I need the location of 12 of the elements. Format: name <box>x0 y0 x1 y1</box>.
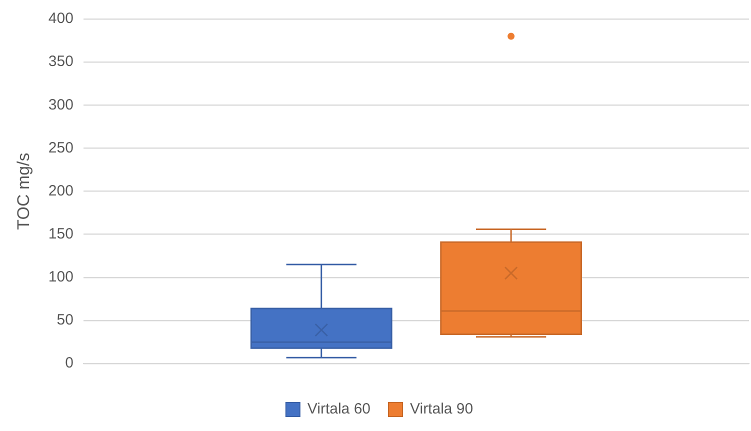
y-tick-label: 400 <box>48 10 74 28</box>
y-tick-label: 350 <box>48 53 74 70</box>
y-tick-label: 200 <box>48 182 74 200</box>
y-tick-label: 50 <box>56 312 74 329</box>
legend-label: Virtala 90 <box>410 400 474 418</box>
legend-label: Virtala 60 <box>307 400 371 418</box>
y-tick-label: 300 <box>48 96 74 114</box>
y-tick-label: 0 <box>65 354 74 372</box>
y-tick-label: 250 <box>48 139 74 156</box>
y-axis-title: TOC mg/s <box>14 152 33 230</box>
y-tick-label: 100 <box>48 268 74 286</box>
y-tick-label: 150 <box>48 226 74 243</box>
